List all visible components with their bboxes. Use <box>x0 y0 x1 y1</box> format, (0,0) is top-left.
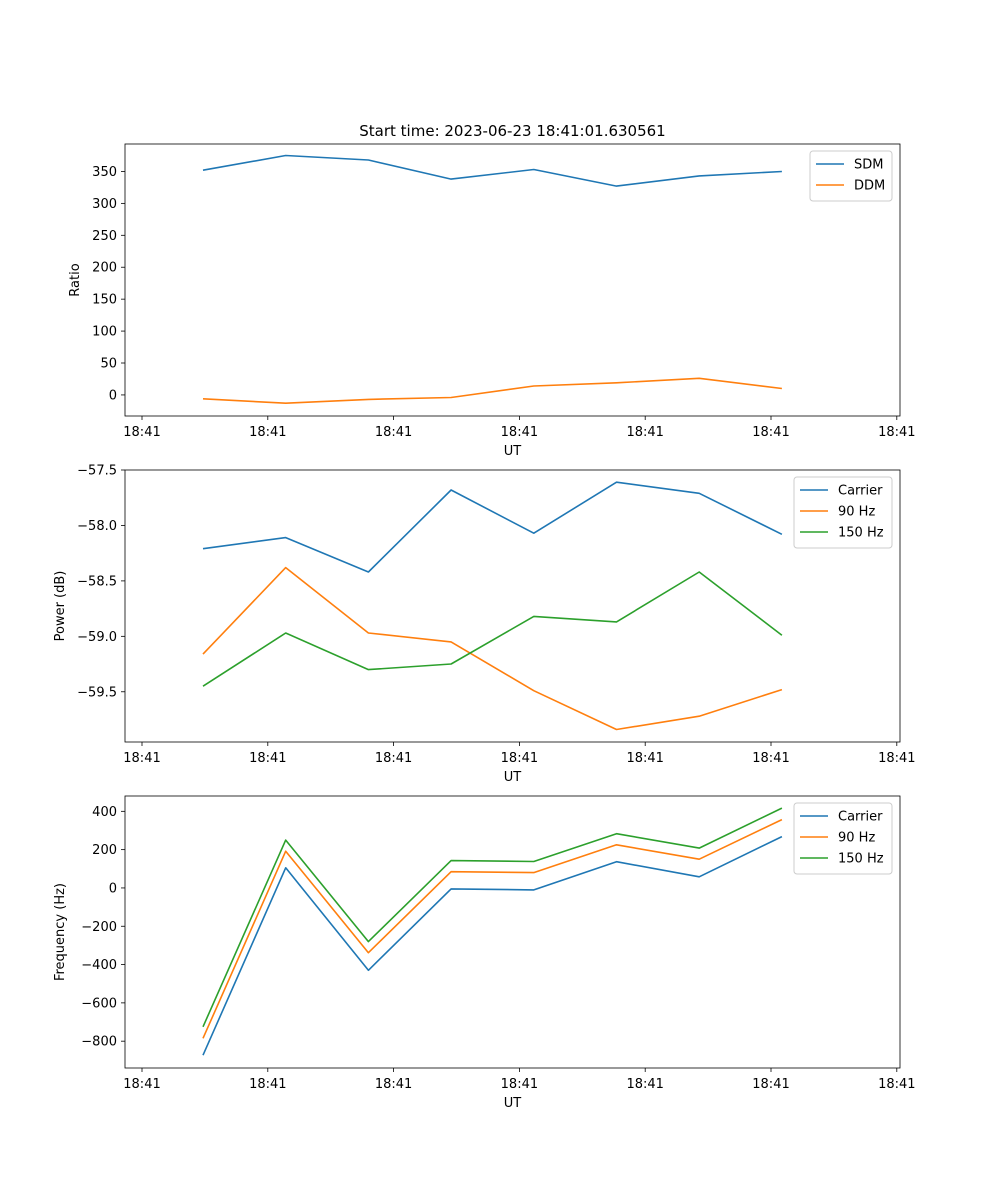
legend-frame <box>793 476 893 549</box>
legend-label: Carrier <box>838 484 883 499</box>
figure-title: Start time: 2023-06-23 18:41:01.630561 <box>359 122 665 140</box>
y-tick-label: −57.5 <box>77 464 117 479</box>
y-tick-label: 200 <box>92 843 117 858</box>
y-tick-label: 400 <box>92 805 117 820</box>
x-axis-label: UT <box>504 444 522 459</box>
series-line-90-hz <box>202 818 783 1039</box>
y-axis-label: Frequency (Hz) <box>53 883 68 981</box>
axes-frame <box>124 143 901 417</box>
y-tick-label: −59.0 <box>77 630 117 645</box>
legend-label: 150 Hz <box>838 526 884 541</box>
y-tick-label: 50 <box>100 357 117 372</box>
series-line-150-hz <box>202 571 783 687</box>
x-tick-label: 18:41 <box>878 1077 915 1092</box>
axes-frame <box>124 795 901 1069</box>
y-axis-label: Ratio <box>68 263 83 296</box>
legend-label: Carrier <box>838 810 883 825</box>
y-tick-label: 200 <box>92 261 117 276</box>
x-axis-label: UT <box>504 770 522 785</box>
x-tick-label: 18:41 <box>501 1077 538 1092</box>
x-tick-label: 18:41 <box>626 751 663 766</box>
y-tick-label: −58.5 <box>77 574 117 589</box>
x-tick-label: 18:41 <box>375 425 412 440</box>
x-tick-label: 18:41 <box>626 1077 663 1092</box>
x-tick-label: 18:41 <box>375 1077 412 1092</box>
x-tick-label: 18:41 <box>878 751 915 766</box>
y-tick-label: 150 <box>92 293 117 308</box>
series-line-carrier <box>202 835 783 1056</box>
y-tick-label: 100 <box>92 325 117 340</box>
y-tick-label: 250 <box>92 229 117 244</box>
legend-label: DDM <box>854 179 885 194</box>
x-tick-label: 18:41 <box>249 751 286 766</box>
x-tick-label: 18:41 <box>501 425 538 440</box>
x-tick-label: 18:41 <box>249 425 286 440</box>
series-line-150-hz <box>202 807 783 1028</box>
y-tick-label: 350 <box>92 165 117 180</box>
y-tick-label: 0 <box>109 388 117 403</box>
panel-1: 18:4118:4118:4118:4118:4118:4118:4118:42… <box>68 143 916 459</box>
y-tick-label: −400 <box>81 958 117 973</box>
legend-label: 90 Hz <box>838 831 875 846</box>
x-tick-label: 18:41 <box>123 1077 160 1092</box>
plots: 18:4118:4118:4118:4118:4118:4118:4118:42… <box>53 143 916 1111</box>
x-tick-label: 18:41 <box>626 425 663 440</box>
y-tick-label: −58.0 <box>77 519 117 534</box>
x-tick-label: 18:41 <box>501 751 538 766</box>
series-line-ddm <box>202 377 782 405</box>
x-tick-label: 18:41 <box>123 425 160 440</box>
y-axis-label: Power (dB) <box>53 571 68 642</box>
legend: Carrier 90 Hz 150 Hz <box>793 802 893 875</box>
series-line-sdm <box>202 154 782 187</box>
legend: Carrier 90 Hz 150 Hz <box>793 476 893 549</box>
y-tick-label: −59.5 <box>77 685 117 700</box>
legend-frame <box>793 802 893 875</box>
x-tick-label: 18:41 <box>752 1077 789 1092</box>
x-tick-label: 18:41 <box>752 751 789 766</box>
x-tick-label: 18:41 <box>375 751 412 766</box>
x-axis-label: UT <box>504 1096 522 1111</box>
y-tick-label: −600 <box>81 996 117 1011</box>
y-tick-label: 300 <box>92 197 117 212</box>
legend-label: 90 Hz <box>838 505 875 520</box>
y-tick-label: −200 <box>81 920 117 935</box>
panel-3: 18:4118:4118:4118:4118:4118:4118:4118:42… <box>53 795 916 1111</box>
series-line-carrier <box>202 481 783 573</box>
legend-label: 150 Hz <box>838 852 884 867</box>
legend-label: SDM <box>854 158 883 173</box>
series-line-90-hz <box>202 566 783 731</box>
y-tick-label: −800 <box>81 1035 117 1050</box>
legend: SDM DDM <box>809 150 893 202</box>
x-tick-label: 18:41 <box>752 425 789 440</box>
x-tick-label: 18:41 <box>249 1077 286 1092</box>
x-tick-label: 18:41 <box>123 751 160 766</box>
x-tick-label: 18:41 <box>878 425 915 440</box>
y-tick-label: 0 <box>109 881 117 896</box>
panel-2: 18:4118:4118:4118:4118:4118:4118:4118:42… <box>53 464 916 786</box>
axes-frame <box>124 469 901 743</box>
